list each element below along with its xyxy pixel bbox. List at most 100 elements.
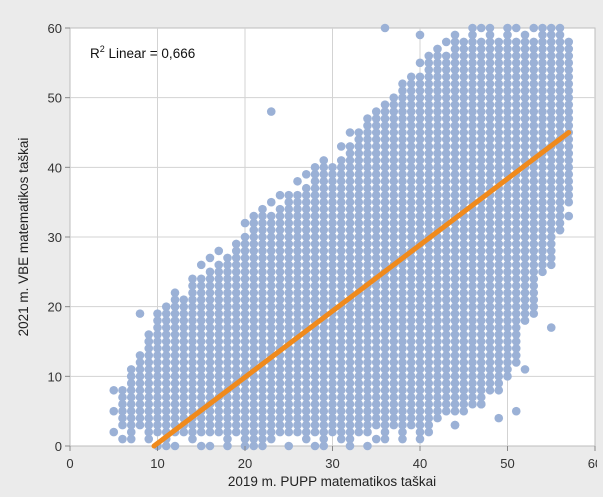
data-point bbox=[135, 351, 145, 360]
data-point bbox=[389, 128, 399, 137]
data-point bbox=[476, 323, 486, 332]
data-point bbox=[258, 392, 267, 402]
data-point bbox=[258, 344, 267, 353]
data-point bbox=[468, 232, 477, 242]
data-point bbox=[214, 246, 224, 256]
data-point bbox=[546, 246, 556, 256]
data-point bbox=[196, 281, 206, 291]
data-point bbox=[205, 379, 215, 388]
data-point bbox=[266, 330, 276, 339]
data-point bbox=[459, 100, 469, 109]
data-point bbox=[564, 107, 574, 116]
data-point bbox=[135, 413, 145, 423]
data-point bbox=[450, 197, 460, 207]
data-point bbox=[336, 142, 346, 151]
data-point bbox=[240, 385, 250, 395]
data-point bbox=[485, 114, 495, 123]
data-point bbox=[293, 385, 302, 395]
data-point bbox=[380, 100, 390, 109]
data-point bbox=[266, 295, 276, 305]
data-point bbox=[424, 372, 434, 381]
data-point bbox=[398, 93, 407, 102]
data-point bbox=[354, 274, 364, 284]
data-point bbox=[328, 176, 337, 186]
data-point bbox=[336, 176, 346, 186]
data-point bbox=[293, 274, 302, 284]
data-point bbox=[415, 281, 425, 291]
data-point bbox=[380, 427, 390, 437]
data-point bbox=[345, 176, 355, 186]
data-point bbox=[354, 413, 364, 423]
data-point bbox=[354, 295, 364, 305]
data-point bbox=[275, 232, 285, 242]
data-point bbox=[485, 379, 495, 388]
data-point bbox=[293, 351, 302, 360]
data-point bbox=[450, 239, 460, 249]
data-point bbox=[188, 323, 197, 332]
data-point bbox=[188, 351, 197, 360]
data-point bbox=[249, 267, 259, 277]
data-point bbox=[538, 163, 547, 172]
data-point bbox=[441, 163, 451, 172]
data-point bbox=[266, 211, 276, 221]
data-point bbox=[301, 420, 311, 430]
data-point bbox=[161, 372, 171, 381]
data-point bbox=[424, 107, 434, 116]
data-point bbox=[196, 385, 206, 395]
data-point bbox=[328, 344, 337, 353]
data-point bbox=[144, 358, 154, 367]
data-point bbox=[564, 44, 574, 54]
data-point bbox=[249, 344, 259, 353]
data-point bbox=[345, 434, 355, 444]
data-point bbox=[231, 337, 241, 346]
data-point bbox=[389, 135, 399, 144]
data-point bbox=[520, 65, 530, 75]
data-point bbox=[153, 420, 162, 430]
data-point bbox=[328, 372, 337, 381]
data-point bbox=[249, 385, 259, 395]
data-point bbox=[214, 399, 224, 409]
data-point bbox=[258, 260, 267, 270]
data-point bbox=[345, 392, 355, 402]
data-point bbox=[433, 142, 442, 151]
data-point bbox=[231, 323, 241, 332]
data-point bbox=[511, 156, 521, 165]
data-point bbox=[476, 156, 486, 165]
data-point bbox=[406, 149, 416, 158]
data-point bbox=[555, 79, 565, 89]
data-point bbox=[485, 260, 495, 270]
data-point bbox=[433, 295, 442, 305]
data-point bbox=[371, 204, 381, 214]
data-point bbox=[179, 427, 189, 437]
data-point bbox=[503, 225, 512, 235]
data-point bbox=[345, 337, 355, 346]
data-point bbox=[380, 23, 390, 33]
data-point bbox=[258, 434, 267, 444]
data-point bbox=[441, 344, 451, 353]
data-point bbox=[415, 72, 425, 82]
data-point bbox=[266, 406, 276, 416]
data-point bbox=[476, 107, 486, 116]
data-point bbox=[179, 365, 189, 374]
data-point bbox=[538, 260, 547, 270]
data-point bbox=[144, 434, 154, 444]
data-point bbox=[459, 135, 469, 144]
data-point bbox=[354, 365, 364, 374]
data-point bbox=[354, 246, 364, 256]
data-point bbox=[529, 65, 539, 75]
data-point bbox=[433, 197, 442, 207]
data-point bbox=[231, 399, 241, 409]
data-point bbox=[354, 149, 364, 158]
data-point bbox=[310, 211, 320, 221]
data-point bbox=[555, 204, 565, 214]
data-point bbox=[310, 365, 320, 374]
data-point bbox=[205, 413, 215, 423]
data-point bbox=[240, 316, 250, 325]
data-point bbox=[503, 107, 512, 116]
data-point bbox=[354, 420, 364, 430]
data-point bbox=[450, 190, 460, 200]
data-point bbox=[424, 58, 434, 68]
data-point bbox=[538, 107, 547, 116]
data-point bbox=[433, 302, 442, 311]
data-point bbox=[415, 413, 425, 423]
